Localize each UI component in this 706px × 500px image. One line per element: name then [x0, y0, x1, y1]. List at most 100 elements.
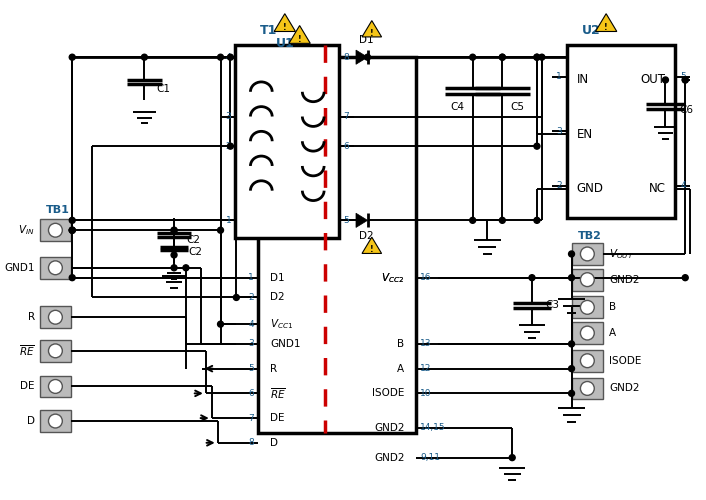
Text: GND: GND — [577, 182, 604, 195]
Circle shape — [682, 274, 688, 280]
Text: C1: C1 — [156, 84, 170, 94]
Text: U1: U1 — [276, 37, 294, 50]
Text: !: ! — [298, 34, 301, 43]
Text: 3: 3 — [556, 127, 562, 136]
Circle shape — [499, 54, 505, 60]
Polygon shape — [356, 50, 368, 64]
Text: 1: 1 — [226, 216, 232, 225]
Circle shape — [217, 321, 224, 327]
Circle shape — [183, 265, 189, 271]
Bar — [572, 243, 603, 265]
Circle shape — [69, 228, 75, 233]
Text: D2: D2 — [359, 231, 373, 241]
Text: 3: 3 — [226, 112, 232, 121]
Text: !: ! — [370, 28, 373, 38]
Bar — [40, 410, 71, 432]
Text: 6: 6 — [343, 142, 349, 150]
Circle shape — [49, 380, 62, 394]
Text: D: D — [27, 416, 35, 426]
Text: GND2: GND2 — [374, 452, 405, 462]
Circle shape — [49, 414, 62, 428]
Text: B: B — [609, 302, 616, 312]
Circle shape — [568, 251, 575, 257]
Text: 9,11: 9,11 — [420, 453, 441, 462]
Circle shape — [534, 54, 540, 60]
Circle shape — [499, 218, 505, 224]
Text: GND1: GND1 — [4, 263, 35, 273]
Circle shape — [568, 341, 575, 347]
Text: 4: 4 — [681, 181, 686, 190]
Text: $V_{IN}$: $V_{IN}$ — [18, 224, 35, 237]
Text: TB1: TB1 — [45, 206, 69, 216]
Circle shape — [171, 252, 177, 258]
Text: 16: 16 — [420, 273, 432, 282]
Bar — [235, 46, 339, 238]
Text: DE: DE — [20, 382, 35, 392]
Text: 10: 10 — [420, 389, 432, 398]
Bar — [572, 378, 603, 400]
Polygon shape — [362, 20, 381, 37]
Circle shape — [49, 344, 62, 358]
Text: T1: T1 — [260, 24, 277, 37]
Circle shape — [171, 265, 177, 271]
Bar — [40, 376, 71, 398]
Polygon shape — [356, 213, 368, 228]
Text: $V_{CC2}$: $V_{CC2}$ — [381, 271, 405, 284]
Circle shape — [580, 354, 594, 368]
Circle shape — [69, 228, 75, 233]
Text: $V_{OUT}$: $V_{OUT}$ — [609, 247, 634, 261]
Circle shape — [580, 300, 594, 314]
Text: 8: 8 — [249, 438, 254, 448]
Circle shape — [69, 54, 75, 60]
Text: 8: 8 — [343, 52, 349, 62]
Text: 2: 2 — [556, 181, 562, 190]
Text: TB2: TB2 — [578, 231, 602, 241]
Bar — [567, 46, 676, 218]
Polygon shape — [289, 26, 311, 44]
Text: 12: 12 — [420, 364, 431, 373]
Text: C6: C6 — [679, 104, 693, 115]
Polygon shape — [274, 14, 296, 32]
Bar — [572, 350, 603, 372]
Text: D1: D1 — [270, 272, 285, 282]
Circle shape — [227, 54, 234, 60]
Circle shape — [217, 228, 224, 233]
Circle shape — [69, 228, 75, 233]
Text: 4: 4 — [249, 320, 254, 328]
Circle shape — [534, 54, 540, 60]
Circle shape — [49, 310, 62, 324]
Text: R: R — [270, 364, 277, 374]
Circle shape — [568, 274, 575, 280]
Circle shape — [364, 54, 371, 60]
Text: 1: 1 — [249, 273, 254, 282]
Circle shape — [469, 54, 476, 60]
Circle shape — [171, 228, 177, 233]
Circle shape — [568, 390, 575, 396]
Text: C3: C3 — [546, 300, 560, 310]
Text: C5: C5 — [510, 102, 525, 112]
Text: C2: C2 — [188, 247, 202, 257]
Text: 7: 7 — [249, 414, 254, 422]
Bar — [40, 306, 71, 328]
Circle shape — [534, 143, 540, 149]
Text: 7: 7 — [343, 112, 349, 121]
Circle shape — [539, 54, 545, 60]
Text: 2: 2 — [249, 293, 254, 302]
Text: R: R — [28, 312, 35, 322]
Text: A: A — [609, 328, 616, 338]
Text: 2: 2 — [226, 142, 232, 150]
Text: D: D — [270, 438, 278, 448]
Circle shape — [580, 382, 594, 396]
Text: $\overline{RE}$: $\overline{RE}$ — [270, 386, 286, 400]
Text: 6: 6 — [249, 389, 254, 398]
Text: A: A — [397, 364, 405, 374]
Text: !: ! — [370, 245, 373, 254]
Text: 3: 3 — [249, 340, 254, 348]
Text: 5: 5 — [681, 72, 686, 82]
Text: U2: U2 — [582, 24, 600, 37]
Text: 1: 1 — [556, 72, 562, 82]
Circle shape — [534, 218, 540, 224]
Bar — [258, 57, 417, 433]
Bar — [572, 322, 603, 344]
Circle shape — [49, 261, 62, 274]
